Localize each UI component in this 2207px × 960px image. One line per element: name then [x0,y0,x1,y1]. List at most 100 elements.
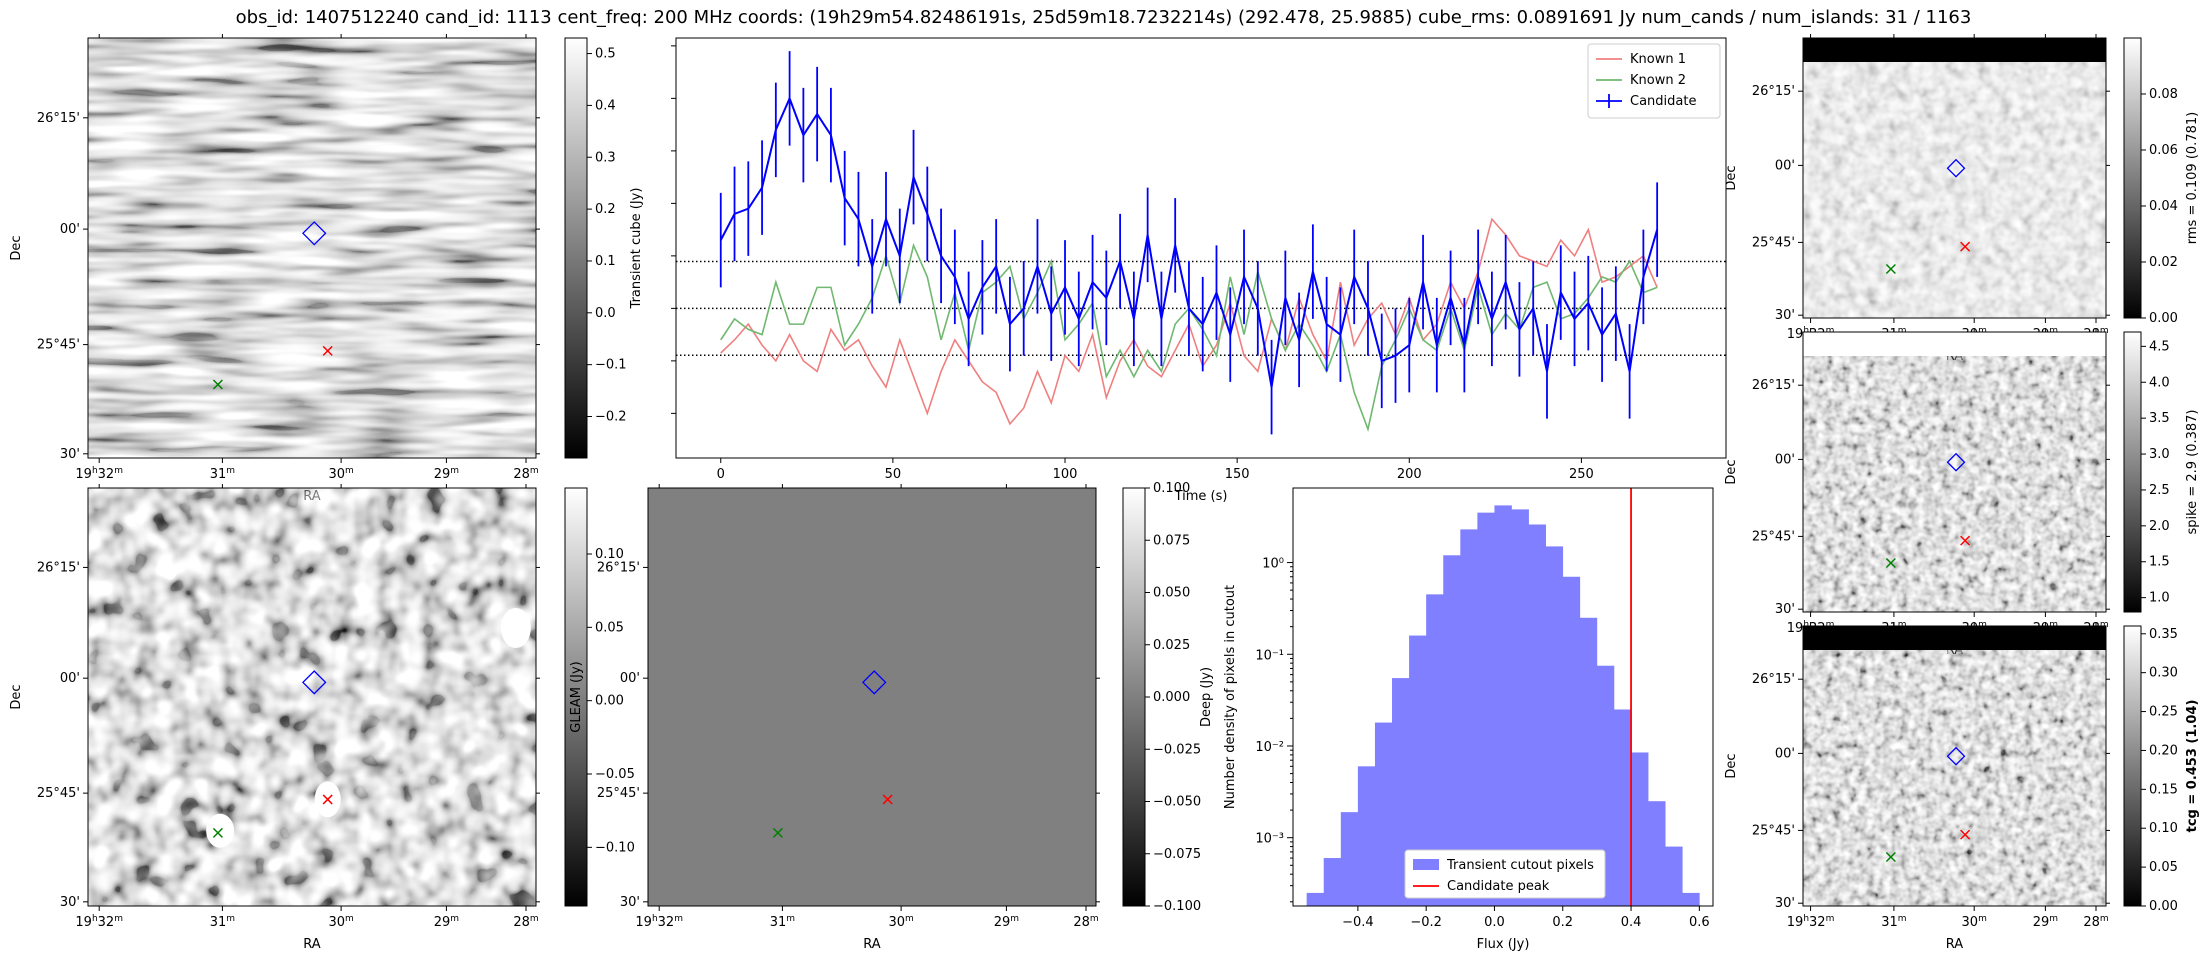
colorbar-tick-label: −0.100 [1153,899,1201,914]
colorbar-tick-label: 3.0 [2149,447,2170,462]
ra-tick-minutes-unit: m [674,914,683,924]
colorbar-tick-label: 0.05 [595,620,624,635]
ra-tick-minutes-unit: m [114,914,123,924]
ra-tick-label: 31m [1881,914,1906,930]
histogram-bar [1443,555,1461,906]
x-tick-label: −0.2 [1410,915,1442,930]
ra-tick-hours: 19 [635,915,652,930]
histogram-bar [1528,524,1546,906]
ra-tick-minutes-unit: m [2100,914,2109,924]
ra-tick-minutes-unit: m [530,914,539,924]
colorbar-tick-label: 0.00 [2149,311,2178,326]
colorbar-tick-label: 0.05 [2149,860,2178,875]
colorbar-tick-label: 0.00 [595,694,624,709]
spike-cutout-frame [1802,331,2107,613]
ra-tick-minutes-unit: m [226,914,235,924]
rms-cutout-frame [1802,37,2107,319]
histogram-bar [1340,812,1359,906]
ra-tick-minutes-unit: m [1010,914,1019,924]
ra-tick-minutes-unit: m [1978,620,1987,630]
dec-tick-label: 30' [1775,308,1795,323]
x-tick-label: 0 [717,467,725,482]
colorbar-tick-label: −0.10 [595,840,635,855]
ra-tick-label: 19h32m [1787,914,1835,930]
ra-tick-label: 28m [513,466,538,482]
ra-tick-hours-unit: h [92,466,98,476]
ra-tick-label: 31m [210,466,235,482]
figure-title: obs_id: 1407512240 cand_id: 1113 cent_fr… [235,7,1972,28]
colorbar-tick-label: 0.075 [1153,533,1190,548]
ra-tick-label: 30m [328,466,353,482]
colorbar-gradient [564,37,588,459]
ra-tick-minutes: 28 [513,467,530,482]
green-cross-marker [212,827,223,838]
ra-tick-hours-unit: h [1803,620,1809,630]
colorbar-tick-label: 0.025 [1153,638,1190,653]
histogram-bar [1374,722,1393,906]
dec-axis-label: Dec [9,235,24,260]
dec-axis-label: Dec [1724,753,1739,778]
ra-tick-label: 31m [770,914,795,930]
red-cross-marker [882,794,893,805]
dec-axis-label: Dec [1724,459,1739,484]
ra-tick-minutes-unit: m [1090,914,1099,924]
ra-tick-minutes-unit: m [786,914,795,924]
ra-tick-label: 29m [994,914,1019,930]
deep-colorbar: 0.10 0.05 0.00 −0.05 −0.10 [564,487,635,907]
legend-box [1404,849,1606,899]
tcg-colorbar: 0.35 0.30 0.25 0.20 0.15 0.10 0.05 0.00 tcg = 0.… [2123,625,2200,914]
deep-cutout-panel: 19h32m 31m 30m 29m 28mRA26°15'00'25°45'30'De… [9,484,540,952]
gleam-cutout-panel: 19h32m 31m 30m 29m 28mRA26°15'00'25°45'30'GL… [569,484,1100,952]
colorbar-tick-label: 0.30 [2149,666,2178,681]
colorbar-tick-label: 0.4 [595,98,616,113]
ra-axis-label: RA [863,937,881,952]
green-cross-marker [1885,557,1896,569]
ra-tick-hours-unit: h [652,914,658,924]
ra-tick-hours-unit: h [1803,914,1809,924]
colorbar-gradient [2123,625,2142,907]
colorbar-tick-label: 0.10 [2149,821,2178,836]
ra-tick-minutes-unit: m [114,466,123,476]
ra-tick-minutes: 29 [2033,915,2050,930]
colorbar-tick-label: −0.050 [1153,795,1201,810]
x-axis-label: Time (s) [1174,489,1228,504]
colorbar-tick-label: 0.35 [2149,627,2178,642]
x-tick-label: 0.2 [1552,915,1573,930]
dec-tick-label: 00' [1775,452,1795,467]
ra-tick-label: 30m [1962,914,1987,930]
ra-tick-hours-unit: h [1803,326,1809,336]
rms-colorbar: 0.08 0.06 0.04 0.02 0.00 rms = 0.109 (0.781) [2123,37,2200,326]
y-tick-label: 10⁻³ [1255,832,1284,847]
ra-tick-minutes-unit: m [1826,326,1835,336]
legend-entry: Known 2 [1630,73,1686,88]
histogram-bar [1613,709,1632,906]
green-cross-marker [1885,263,1896,275]
dec-tick-label: 00' [1775,746,1795,761]
histogram-bar [1426,594,1444,906]
x-tick-label: 150 [1225,467,1250,482]
ra-tick-hours: 19 [1787,915,1804,930]
legend-entry: Candidate peak [1447,879,1550,894]
rms-cutout-panel: 19h32m31m30m29m28mRA26°15'00'25°45'30'De… [1724,34,2110,364]
spike-colorbar: 4.5 4.0 3.5 3.0 2.5 2.0 1.5 1.0 spike = 2.9 (0.3… [2123,331,2200,613]
dec-tick-label: 25°45' [37,338,80,353]
x-tick-label: −0.4 [1342,915,1374,930]
colorbar-tick-label: 0.15 [2149,782,2178,797]
histogram-bar [1357,766,1376,906]
colorbar-gradient [2123,37,2142,319]
ra-tick-minutes-unit: m [226,466,235,476]
colorbar-tick-label: 4.5 [2149,339,2170,354]
dec-tick-label: 00' [60,222,80,237]
ra-tick-minutes: 29 [434,467,451,482]
ra-tick-minutes: 32 [1809,915,1826,930]
histogram-bar [1631,752,1649,906]
ra-tick-label: 19h32m [635,914,683,930]
transient-cutout-frame [87,37,537,459]
colorbar-label: tcg = 0.453 (1.04) [2185,700,2200,833]
dec-tick-label: 26°15' [37,111,80,126]
ra-tick-minutes: 31 [1881,915,1898,930]
y-tick-label: 10⁻² [1255,740,1284,755]
ra-tick-minutes-unit: m [530,466,539,476]
ra-tick-minutes: 31 [210,915,227,930]
histogram-bar [1392,678,1410,906]
